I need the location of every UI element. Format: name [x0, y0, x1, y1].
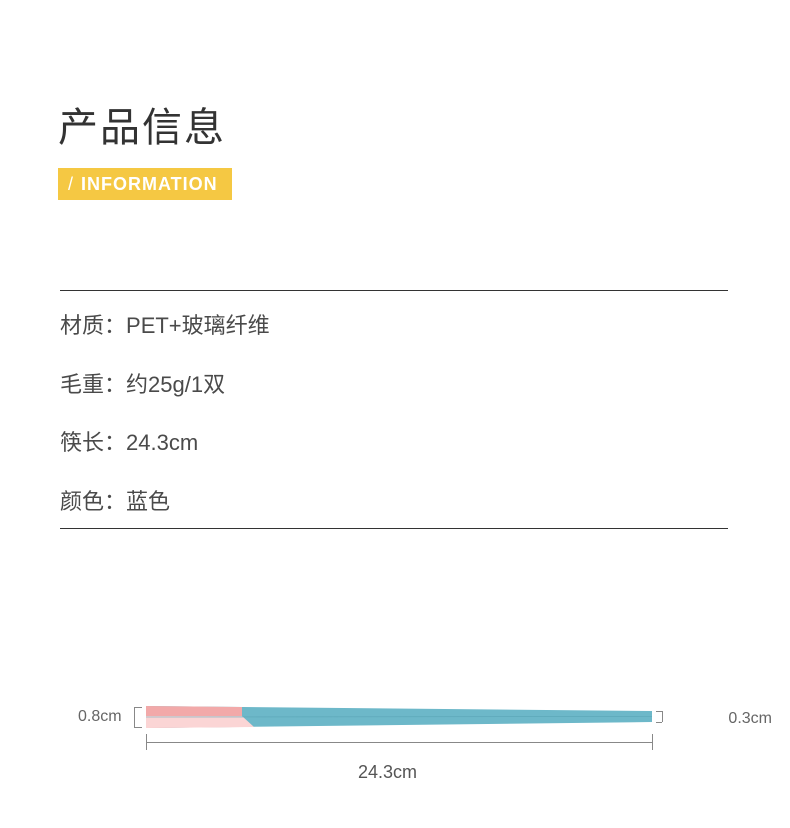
divider-top [60, 290, 728, 291]
bracket-icon [134, 727, 142, 728]
bracket-icon [656, 722, 662, 723]
bracket-icon [662, 711, 663, 722]
spec-val: PET+玻璃纤维 [126, 313, 270, 338]
spec-row: 颜色：蓝色 [60, 488, 270, 517]
dimension-diagram: 0.8cm 0.3cm 24.3cm [78, 700, 718, 790]
spec-list: 材质：PET+玻璃纤维 毛重：约25g/1双 筷长：24.3cm 颜色：蓝色 [60, 312, 270, 546]
subtitle-text: INFORMATION [81, 174, 218, 195]
spec-val: 约25g/1双 [126, 372, 225, 397]
ruler-line [146, 742, 652, 743]
bracket-icon [134, 707, 142, 708]
right-dimension-label: 0.3cm [728, 710, 772, 728]
bracket-icon [134, 707, 135, 727]
spec-key: 颜色： [60, 489, 126, 514]
chopstick-illustration [146, 706, 652, 728]
left-dimension-label: 0.8cm [78, 708, 122, 726]
length-dimension-label: 24.3cm [358, 762, 417, 783]
subtitle-badge: / INFORMATION [58, 168, 232, 200]
slash-icon: / [68, 174, 73, 195]
spec-val: 24.3cm [126, 430, 198, 455]
spec-key: 筷长： [60, 430, 126, 455]
divider-bottom [60, 528, 728, 529]
spec-row: 毛重：约25g/1双 [60, 371, 270, 400]
page-title: 产品信息 [58, 95, 226, 153]
spec-row: 筷长：24.3cm [60, 429, 270, 458]
spec-key: 毛重： [60, 372, 126, 397]
spec-key: 材质： [60, 313, 126, 338]
spec-val: 蓝色 [126, 489, 170, 514]
spec-row: 材质：PET+玻璃纤维 [60, 312, 270, 341]
ruler-tick-icon [652, 734, 653, 750]
